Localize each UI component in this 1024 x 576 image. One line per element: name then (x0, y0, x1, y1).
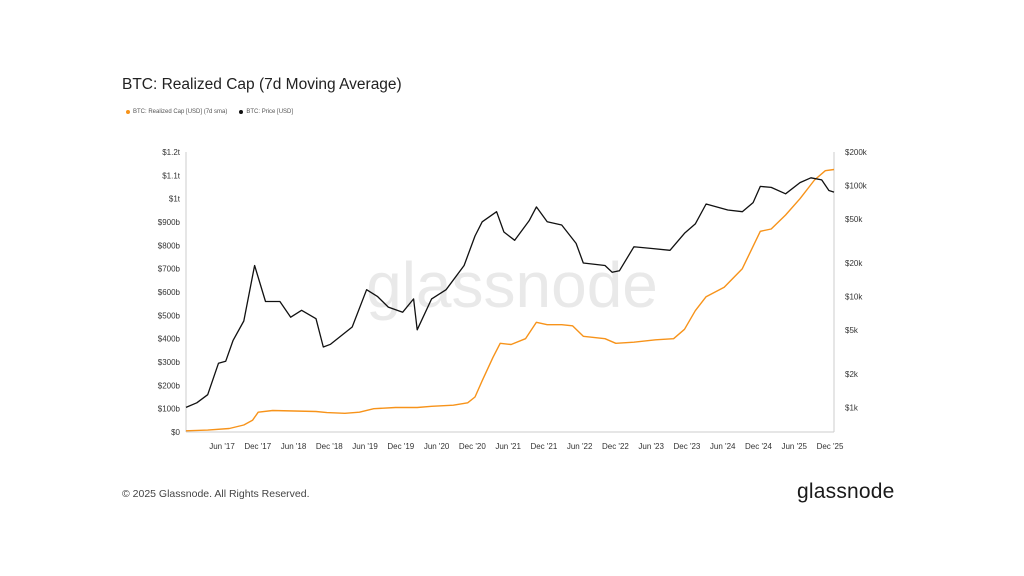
x-ticks: Jun '17 Dec '17 Jun '18 Dec '18 Jun '19 Dec '… (209, 442, 844, 451)
y-left-tick-label: $800b (158, 241, 181, 250)
x-tick-label: Jun '20 (424, 442, 450, 451)
y-right-tick-label: $1k (845, 403, 859, 412)
y-left-tick-label: $1.1t (162, 171, 181, 180)
y-left-tick-label: $100b (158, 405, 181, 414)
x-tick-label: Dec '20 (459, 442, 486, 451)
legend-dot-realized-cap (126, 110, 130, 114)
chart-title: BTC: Realized Cap (7d Moving Average) (122, 76, 402, 93)
y-right-ticks: $1k $2k $5k $10k $20k $50k $100k $200k (845, 148, 868, 412)
y-right-tick-label: $200k (845, 148, 868, 157)
x-tick-label: Jun '25 (781, 442, 807, 451)
series-line-realized-cap (185, 168, 835, 432)
x-tick-label: Jun '23 (638, 442, 664, 451)
x-tick-label: Dec '24 (745, 442, 772, 451)
legend-item-realized-cap[interactable]: BTC: Realized Cap [USD] (7d sma) (126, 109, 227, 115)
x-tick-label: Jun '24 (710, 442, 736, 451)
legend-dot-price (239, 110, 244, 114)
y-right-tick-label: $10k (845, 292, 863, 301)
x-tick-label: Jun '21 (495, 442, 521, 451)
y-left-tick-label: $600b (158, 288, 181, 297)
y-left-tick-label: $700b (158, 265, 181, 274)
x-tick-label: Jun '19 (352, 442, 378, 451)
x-tick-label: Dec '25 (817, 442, 844, 451)
x-tick-label: Dec '23 (674, 442, 701, 451)
x-tick-label: Dec '19 (387, 442, 414, 451)
y-left-tick-label: $1.2t (162, 148, 181, 157)
series-group (185, 168, 835, 432)
y-left-ticks: $0 $100b $200b $300b $400b $500b $600b $700b $80… (158, 148, 181, 437)
y-left-tick-label: $1t (169, 195, 181, 204)
legend-label-realized-cap: BTC: Realized Cap [USD] (7d sma) (133, 109, 228, 115)
x-tick-label: Jun '22 (567, 442, 593, 451)
x-tick-label: Jun '17 (209, 442, 235, 451)
y-left-tick-label: $0 (171, 428, 180, 437)
x-tick-label: Dec '18 (316, 442, 343, 451)
chart-legend: BTC: Realized Cap [USD] (7d sma) BTC: Pr… (126, 109, 293, 115)
y-left-tick-label: $900b (158, 218, 181, 227)
y-left-tick-label: $400b (158, 335, 181, 344)
brand-logo: glassnode (797, 480, 895, 503)
y-left-tick-label: $500b (158, 311, 181, 320)
y-right-tick-label: $50k (845, 215, 863, 224)
copyright-text: © 2025 Glassnode. All Rights Reserved. (122, 488, 310, 500)
y-left-tick-label: $300b (158, 358, 181, 367)
legend-item-price[interactable]: BTC: Price [USD] (239, 109, 293, 115)
y-right-tick-label: $20k (845, 259, 863, 268)
axes (185, 152, 835, 433)
y-right-tick-label: $5k (845, 326, 859, 335)
series-line-price (185, 177, 835, 408)
x-tick-label: Dec '21 (530, 442, 557, 451)
watermark: glassnode (366, 249, 658, 321)
y-right-tick-label: $2k (845, 370, 859, 379)
y-left-tick-label: $200b (158, 381, 181, 390)
x-tick-label: Jun '18 (281, 442, 307, 451)
x-tick-label: Dec '22 (602, 442, 629, 451)
legend-label-price: BTC: Price [USD] (246, 109, 294, 115)
y-right-tick-label: $100k (845, 181, 868, 190)
x-tick-label: Dec '17 (244, 442, 271, 451)
